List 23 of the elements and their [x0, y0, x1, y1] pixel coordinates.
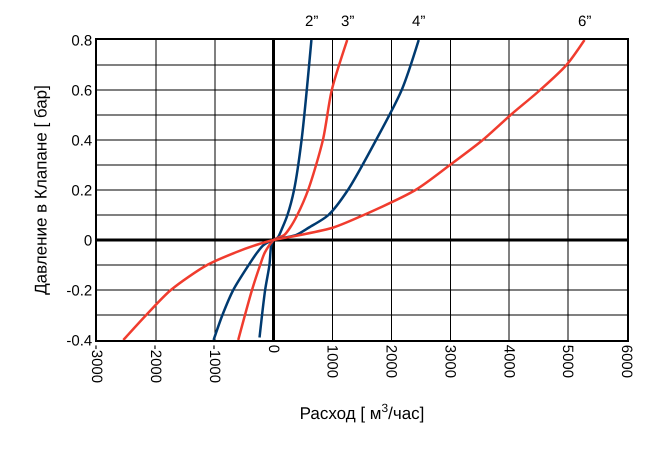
- x-tick-label: 3000: [441, 344, 458, 378]
- x-tick-label: 4000: [500, 344, 518, 378]
- x-tick-label: 6000: [618, 344, 636, 378]
- series-label: 6”: [578, 13, 592, 30]
- y-axis-title: Давление в Клапане [ бар]: [31, 85, 50, 295]
- x-tick-label: 5000: [559, 344, 576, 378]
- y-tick-label: 0: [84, 232, 92, 250]
- x-axis-title: Расход [ м$^{3}$/час]: [300, 400, 424, 424]
- x-tick-label: 0: [264, 344, 282, 354]
- x-tick-label: 2000: [382, 344, 400, 378]
- line-series: [212, 40, 420, 340]
- y-tick-label: -0.2: [66, 282, 92, 300]
- series-label: 4”: [412, 13, 426, 30]
- x-tick-label: -1000: [206, 344, 223, 384]
- y-tick-label: 0.4: [71, 132, 92, 150]
- x-tick-label: -2000: [147, 344, 164, 384]
- y-tick-label: 0.6: [71, 82, 92, 100]
- x-tick-label: 1000: [324, 344, 341, 378]
- series-label: 3”: [341, 13, 354, 30]
- line-series: [122, 40, 586, 340]
- series-label: 2”: [305, 13, 318, 30]
- y-tick-label: 0.2: [71, 182, 92, 200]
- y-tick-label: 0.8: [71, 32, 92, 50]
